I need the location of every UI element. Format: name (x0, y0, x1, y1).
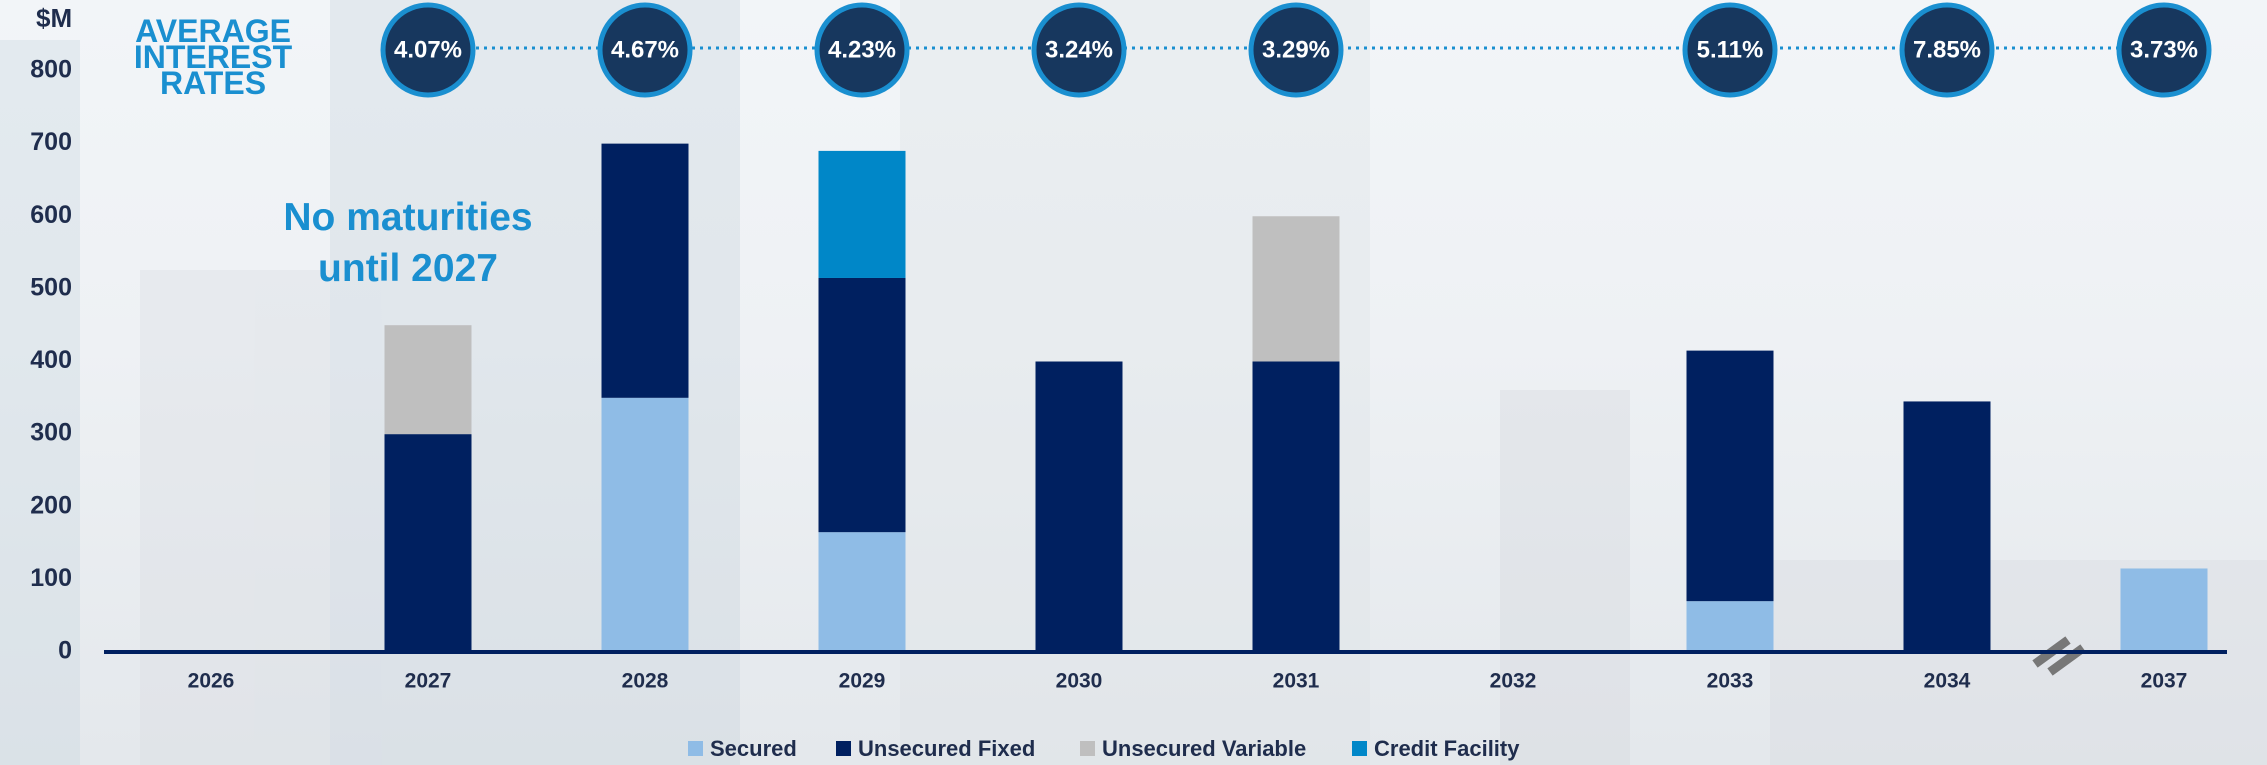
legend-label: Unsecured Fixed (858, 736, 1035, 761)
bar-segment (1035, 361, 1123, 652)
rate-label: 4.07% (394, 36, 462, 63)
bar-segment (601, 397, 689, 652)
legend-swatch (836, 741, 851, 756)
bar-segment (384, 434, 472, 652)
legend-label: Secured (710, 736, 797, 761)
rate-bubble (1031, 2, 1127, 98)
bar-segment (1903, 401, 1991, 652)
x-tick-label: 2030 (1056, 670, 1103, 693)
bar-segment (1686, 350, 1774, 602)
y-tick-label: 700 (30, 128, 72, 156)
x-tick-label: 2033 (1707, 670, 1754, 693)
y-tick-label: 800 (30, 56, 72, 84)
x-tick-label: 2026 (188, 670, 235, 693)
y-tick-label: 600 (30, 201, 72, 229)
rate-bubble (380, 2, 476, 98)
x-tick-label: 2032 (1490, 670, 1537, 693)
x-tick-label: 2034 (1924, 670, 1971, 693)
x-tick-label: 2031 (1273, 670, 1320, 693)
rate-label: 5.11% (1697, 36, 1764, 63)
bar-segment (818, 532, 906, 652)
annotation: No maturities until 2027 (283, 196, 533, 290)
x-tick-label: 2028 (622, 670, 669, 693)
bar-segment (384, 325, 472, 435)
rate-bubble (1899, 2, 1995, 98)
x-tick-label: 2027 (405, 670, 452, 693)
rate-label: 3.24% (1045, 36, 1113, 63)
rate-bubble (814, 2, 910, 98)
y-tick-label: 400 (30, 346, 72, 374)
bar-segment (2120, 568, 2208, 652)
rate-bubble (1248, 2, 1344, 98)
rate-bubble (597, 2, 693, 98)
legend-swatch (688, 741, 703, 756)
x-tick-label: 2029 (839, 670, 886, 693)
bar-segment (1252, 216, 1340, 362)
bar-segment (1686, 601, 1774, 652)
rate-bubble (2116, 2, 2212, 98)
bar-segment (818, 277, 906, 533)
y-tick-label: 200 (30, 491, 72, 519)
bar-segment (818, 150, 906, 278)
bar-segment (601, 143, 689, 398)
y-axis-label: $M (36, 3, 72, 33)
y-tick-label: 500 (30, 273, 72, 301)
rate-label: 3.73% (2130, 36, 2198, 63)
rate-label: 4.23% (828, 36, 896, 63)
legend-label: Unsecured Variable (1102, 736, 1306, 761)
bar-segment (1252, 361, 1340, 652)
rate-label: 3.29% (1262, 36, 1330, 63)
y-tick-label: 300 (30, 419, 72, 447)
rate-label: 4.67% (611, 36, 679, 63)
y-tick-label: 0 (58, 637, 72, 665)
rates-label: AVERAGE INTEREST RATES (133, 13, 293, 102)
x-tick-label: 2037 (2141, 670, 2188, 693)
rate-bubble (1682, 2, 1778, 98)
y-tick-label: 100 (30, 564, 72, 592)
legend-swatch (1080, 741, 1095, 756)
rate-label: 7.85% (1913, 36, 1981, 63)
legend-swatch (1352, 741, 1367, 756)
legend-label: Credit Facility (1374, 736, 1520, 761)
